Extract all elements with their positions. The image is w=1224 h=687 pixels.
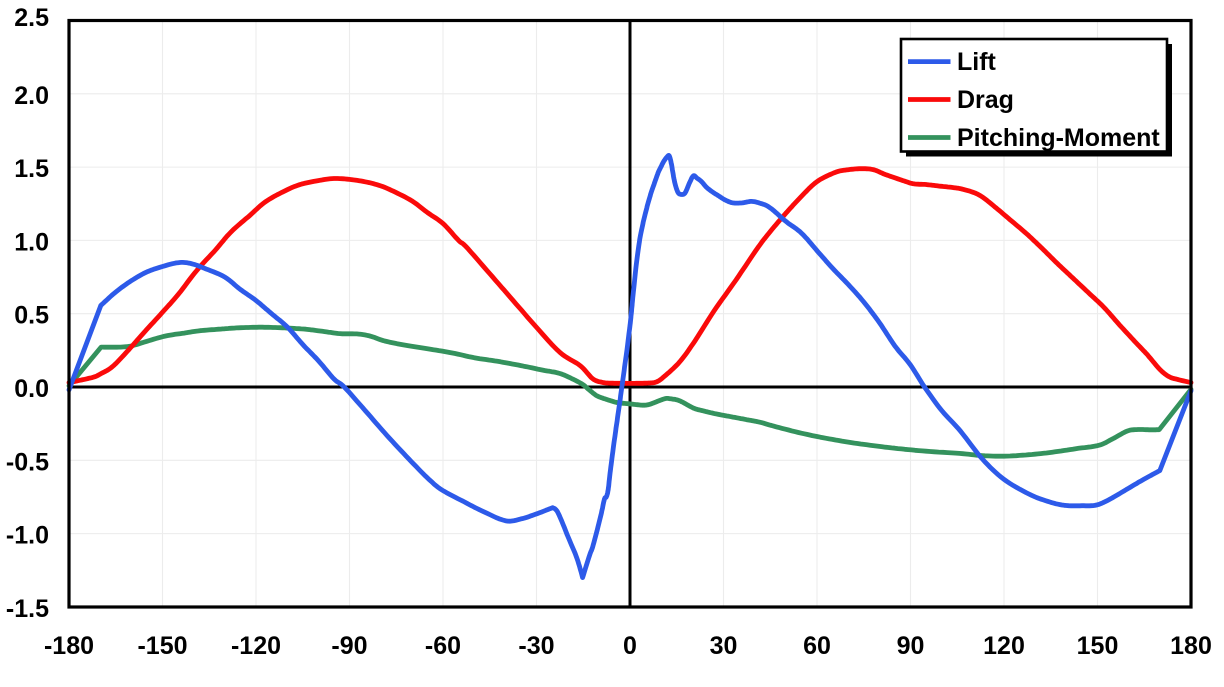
svg-text:1.5: 1.5 bbox=[14, 155, 49, 183]
svg-text:-120: -120 bbox=[231, 632, 281, 660]
svg-text:Lift: Lift bbox=[957, 48, 997, 76]
svg-text:-60: -60 bbox=[425, 632, 461, 660]
svg-text:-0.5: -0.5 bbox=[6, 448, 49, 476]
svg-text:60: 60 bbox=[803, 632, 831, 660]
svg-text:-90: -90 bbox=[331, 632, 367, 660]
svg-text:-30: -30 bbox=[518, 632, 554, 660]
svg-text:2.0: 2.0 bbox=[14, 82, 49, 110]
svg-text:120: 120 bbox=[983, 632, 1025, 660]
svg-text:0.0: 0.0 bbox=[14, 375, 49, 403]
svg-text:Pitching-Moment: Pitching-Moment bbox=[957, 124, 1160, 152]
svg-text:90: 90 bbox=[897, 632, 925, 660]
svg-text:180: 180 bbox=[1170, 632, 1212, 660]
svg-text:-1.0: -1.0 bbox=[6, 522, 49, 550]
svg-text:-1.5: -1.5 bbox=[6, 595, 49, 623]
svg-text:0.5: 0.5 bbox=[14, 302, 49, 330]
svg-text:Drag: Drag bbox=[957, 86, 1014, 114]
svg-text:0: 0 bbox=[623, 632, 637, 660]
svg-text:-150: -150 bbox=[137, 632, 187, 660]
svg-text:1.0: 1.0 bbox=[14, 228, 49, 256]
svg-text:-180: -180 bbox=[44, 632, 94, 660]
svg-text:150: 150 bbox=[1077, 632, 1119, 660]
svg-text:30: 30 bbox=[710, 632, 738, 660]
svg-text:2.5: 2.5 bbox=[14, 4, 49, 32]
